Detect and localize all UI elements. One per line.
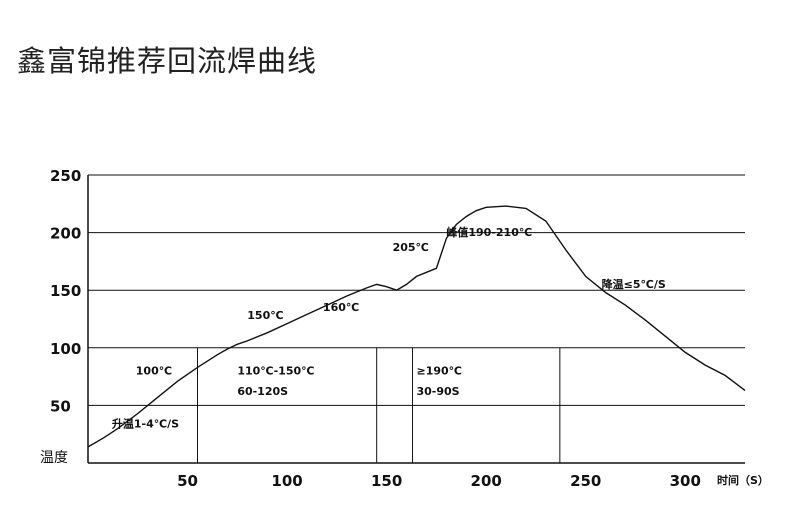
series-line xyxy=(87,205,746,448)
annotation-label: 60-120S xyxy=(237,385,288,398)
x-tick-label: 150 xyxy=(371,472,402,490)
annotation-label: 150℃ xyxy=(247,309,283,322)
x-tick-label: 50 xyxy=(177,472,198,490)
y-tick-label: 50 xyxy=(50,397,71,415)
y-tick-label: 250 xyxy=(50,167,81,185)
annotation-label: 升温1-4℃/S xyxy=(112,416,179,430)
annotation-label: 降温≤5℃/S xyxy=(602,277,666,291)
y-tick-label: 150 xyxy=(50,282,81,300)
chart-axes xyxy=(87,175,745,464)
annotation-label: 160℃ xyxy=(323,301,359,314)
y-tick-labels: 50 100 150 200 250 xyxy=(50,167,81,415)
x-tick-labels: 50 100 150 200 250 300 xyxy=(177,472,701,490)
annotation-label: 110℃-150℃ xyxy=(237,364,314,377)
x-tick-label: 300 xyxy=(670,472,701,490)
x-tick-label: 100 xyxy=(271,472,302,490)
y-tick-label: 100 xyxy=(50,340,81,358)
x-tick-label: 200 xyxy=(471,472,502,490)
page-title: 鑫富锦推荐回流焊曲线 xyxy=(17,44,318,78)
annotation-label: 峰值190-210℃ xyxy=(446,225,532,239)
phase-divider-lines xyxy=(197,347,561,463)
y-tick-label: 200 xyxy=(50,225,81,243)
annotation-label: 100℃ xyxy=(136,364,172,377)
annotations: 升温1-4℃/S 100℃ 110℃-150℃ 60-120S 150℃ 160℃ 205℃… xyxy=(112,225,666,430)
annotation-label: ≥190℃ xyxy=(417,364,463,377)
y-axis-label: 温度 xyxy=(40,450,68,466)
annotation-label: 30-90S xyxy=(417,385,460,398)
x-axis-label: 时间（S） xyxy=(717,473,769,487)
x-tick-label: 250 xyxy=(570,472,601,490)
annotation-label: 205℃ xyxy=(393,241,429,254)
